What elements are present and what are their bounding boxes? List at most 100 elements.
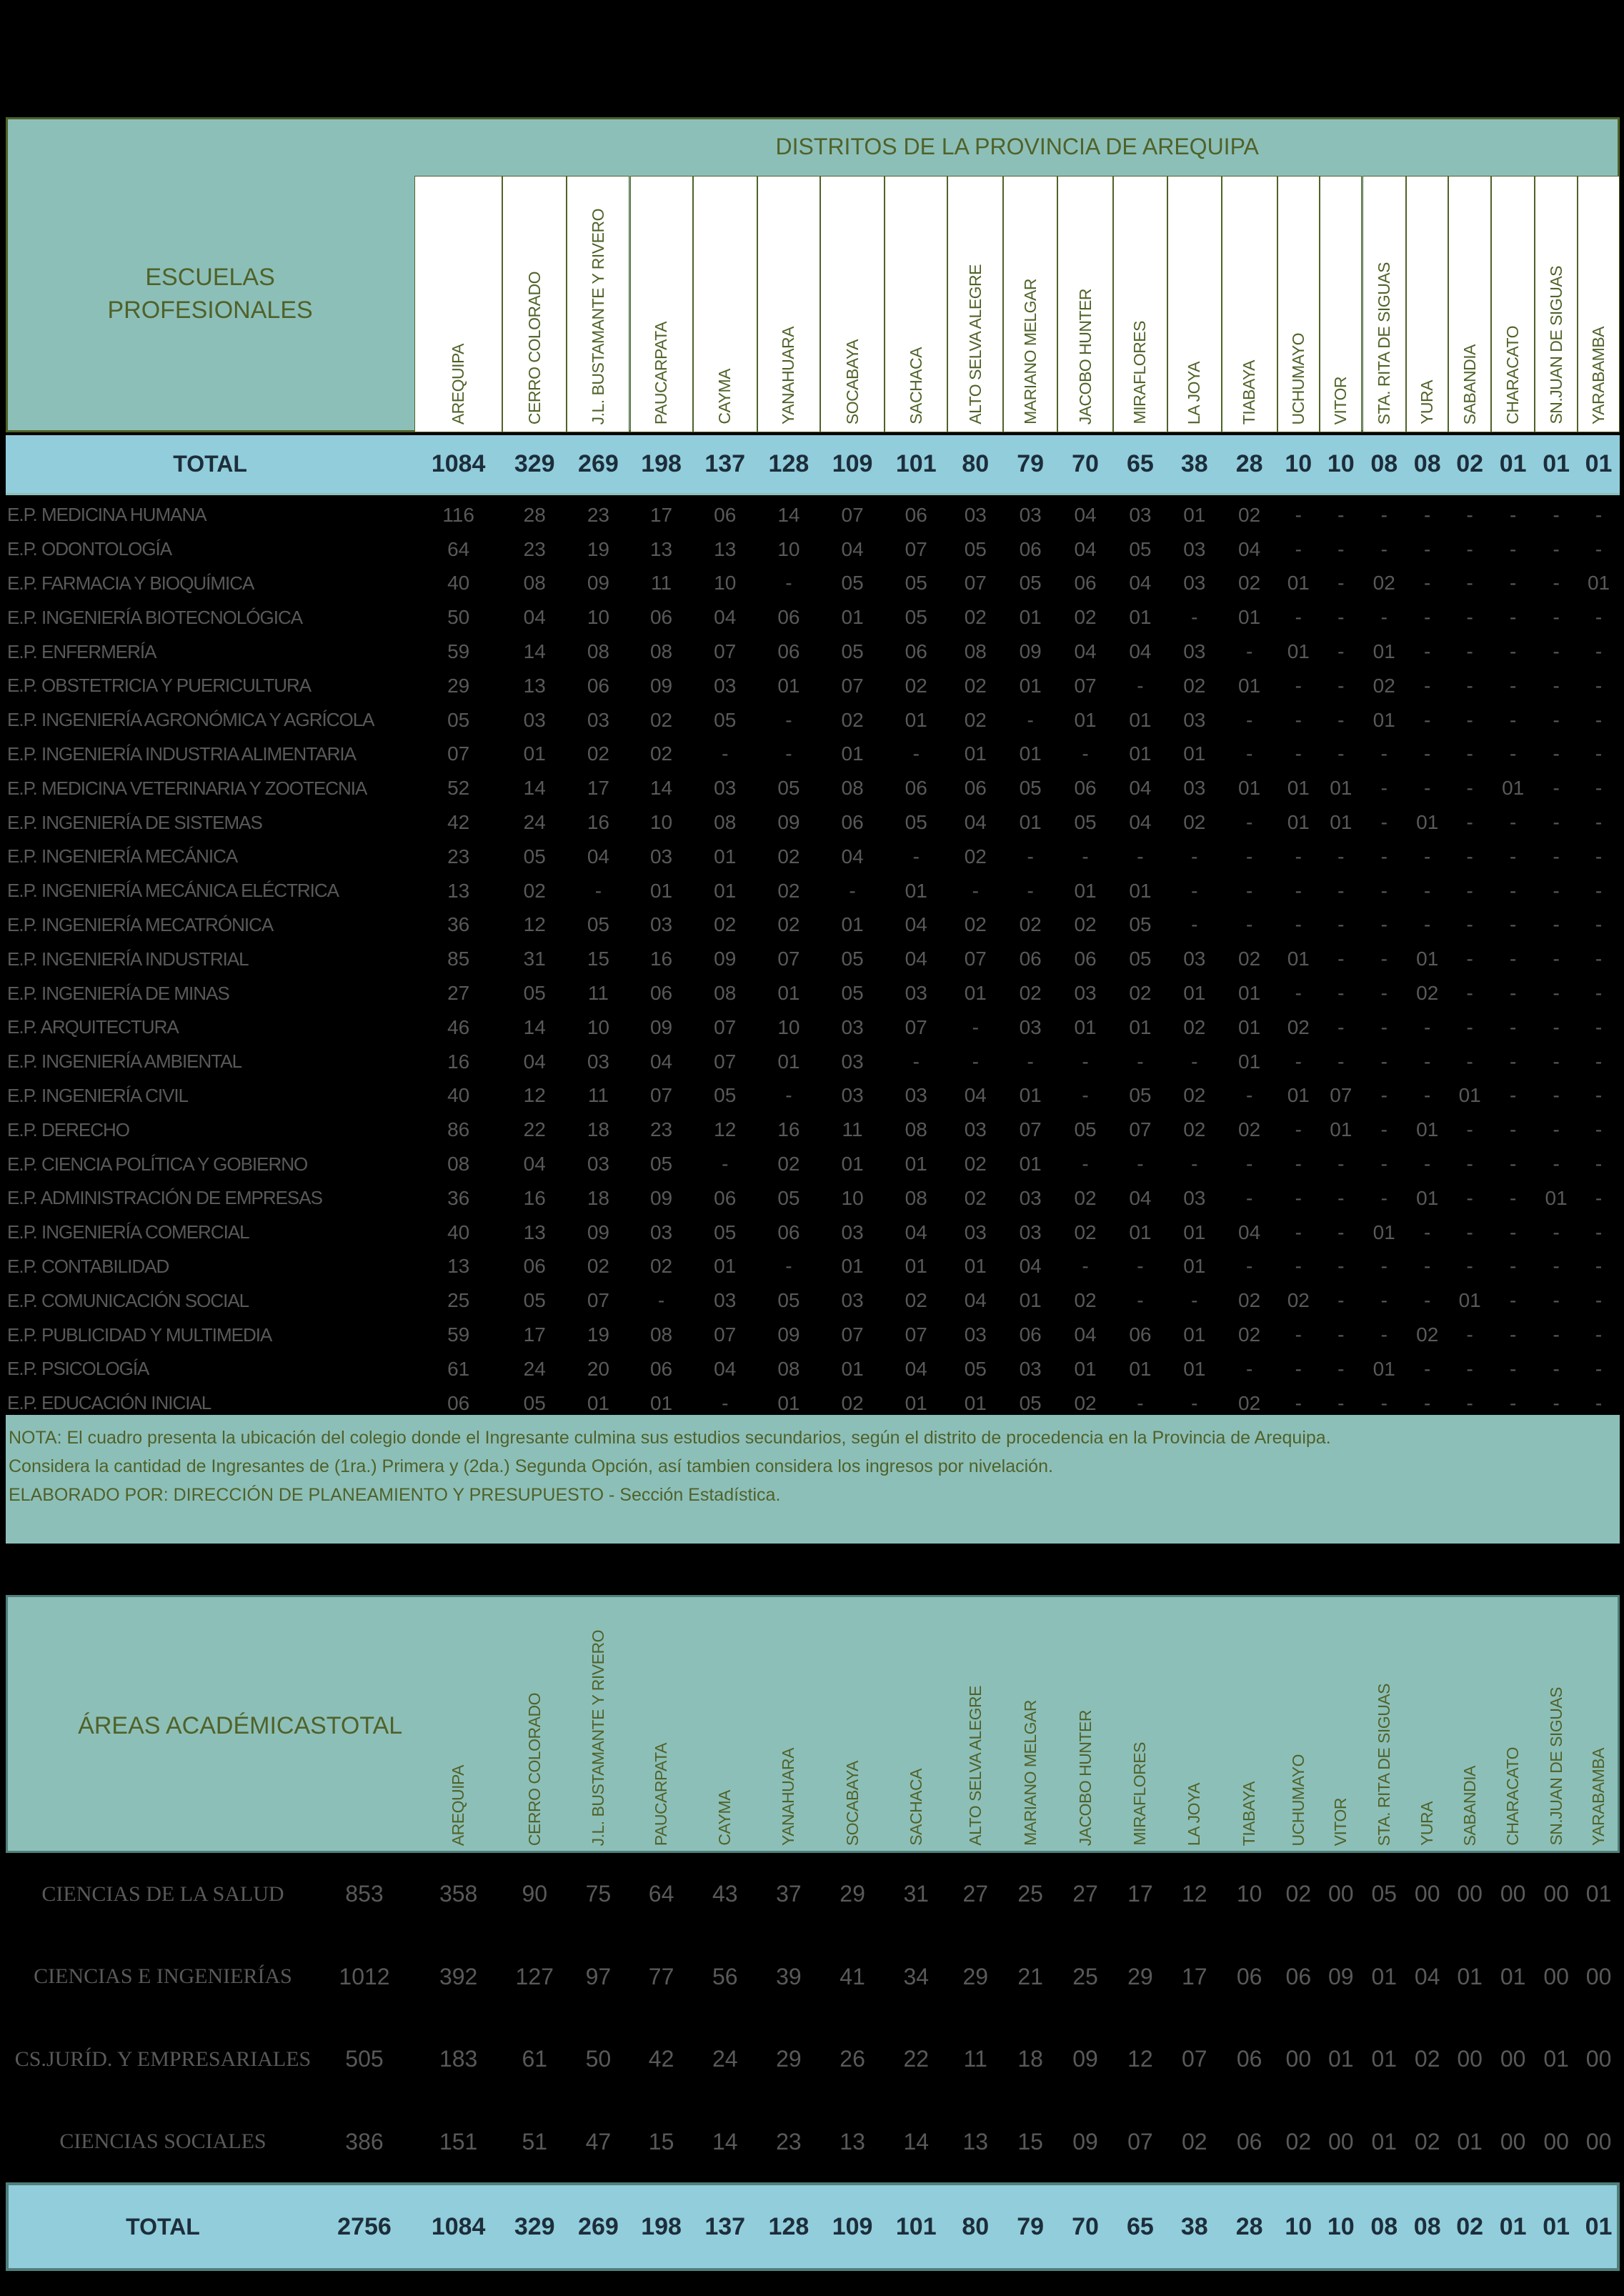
data-cell: - <box>1553 845 1560 868</box>
district-header: AREQUIPA <box>414 176 503 432</box>
data-cell: 01 <box>714 879 737 902</box>
data-cell: 01 <box>1129 1015 1152 1038</box>
district-header-2: TIABAYA <box>1222 1629 1277 1853</box>
data-cell: - <box>1595 1357 1603 1380</box>
data-cell: - <box>1337 572 1345 595</box>
area-cell: 00 <box>1414 1881 1440 1907</box>
data-cell: 07 <box>964 948 987 970</box>
data-cell: 13 <box>523 1221 546 1243</box>
data-cell: - <box>1337 537 1345 560</box>
total-cell: 101 <box>895 449 937 477</box>
data-cell: 06 <box>1129 1323 1152 1346</box>
total-cell: 10 <box>1327 449 1355 477</box>
data-cell: - <box>1424 1357 1431 1380</box>
data-cell: 06 <box>523 1255 546 1278</box>
data-cell: - <box>1082 1255 1089 1278</box>
data-cell: 28 <box>523 503 546 526</box>
data-cell: 13 <box>649 537 673 560</box>
area-cell: 01 <box>1457 1963 1483 1989</box>
data-cell: 59 <box>447 640 470 663</box>
data-cell: 01 <box>1129 879 1152 902</box>
total-cell-2: 70 <box>1072 2212 1099 2240</box>
data-cell: 03 <box>1019 1221 1042 1243</box>
district-header-text: UCHUMAYO <box>1288 332 1307 424</box>
data-cell: - <box>1509 1255 1517 1278</box>
data-cell: 04 <box>1074 1323 1097 1346</box>
data-cell: 25 <box>447 1289 470 1312</box>
data-cell: 01 <box>1330 1118 1352 1141</box>
data-cell: - <box>1337 1186 1345 1209</box>
area-cell: 01 <box>1371 2128 1398 2155</box>
data-cell: 07 <box>714 1050 737 1073</box>
district-header-2-text: JACOBO HUNTER <box>1075 1709 1095 1846</box>
data-cell: - <box>1380 742 1388 765</box>
district-header-2: AREQUIPA <box>414 1629 502 1853</box>
data-cell: - <box>1509 1289 1517 1312</box>
data-cell: - <box>1380 1153 1388 1176</box>
data-cell: 01 <box>1287 948 1310 970</box>
area-cell: 06 <box>1236 2128 1262 2155</box>
area-cell: 07 <box>1127 2128 1153 2155</box>
data-cell: - <box>1337 1015 1345 1038</box>
data-cell: 03 <box>1019 1357 1042 1380</box>
data-cell: 01 <box>1330 811 1352 834</box>
data-cell: 01 <box>1287 640 1310 663</box>
data-cell: - <box>1553 1323 1560 1346</box>
area-cell: 37 <box>776 1881 802 1907</box>
area-cell: 02 <box>1414 2128 1440 2155</box>
data-cell: 61 <box>447 1357 470 1380</box>
data-cell: 02 <box>1019 913 1042 936</box>
district-header-2-text: SOCABAYA <box>842 1760 862 1846</box>
area-cell: 29 <box>776 2046 802 2072</box>
area-cell: 00 <box>1585 2046 1612 2072</box>
data-cell: 02 <box>649 708 673 731</box>
data-cell: - <box>1191 1153 1198 1176</box>
data-cell: - <box>1337 1153 1345 1176</box>
district-header-2-text: YURA <box>1418 1801 1437 1846</box>
district-header: ALTO SELVA ALEGRE <box>947 176 1004 432</box>
data-cell: - <box>1553 777 1560 800</box>
total-cell: 269 <box>578 449 619 477</box>
data-cell: 10 <box>841 1186 864 1209</box>
data-cell: 17 <box>649 503 673 526</box>
data-cell: 04 <box>523 606 546 629</box>
row-label: E.P. DERECHO <box>7 1118 130 1140</box>
data-cell: 04 <box>905 1357 927 1380</box>
data-cell: 05 <box>1074 1118 1097 1141</box>
data-cell: - <box>1595 811 1603 834</box>
area-cell: 64 <box>648 1881 674 1907</box>
data-cell: 05 <box>777 777 800 800</box>
data-cell: 05 <box>777 1186 800 1209</box>
data-cell: 22 <box>523 1118 546 1141</box>
data-cell: 04 <box>587 845 609 868</box>
area-cell: 00 <box>1543 1881 1569 1907</box>
total-label-2: TOTAL <box>126 2213 200 2240</box>
data-cell: - <box>1509 879 1517 902</box>
data-cell: - <box>1553 1050 1560 1073</box>
data-cell: 07 <box>841 503 864 526</box>
area-cell: 02 <box>1414 2046 1440 2072</box>
total-cell: 1084 <box>431 449 486 477</box>
data-cell: 03 <box>1019 1186 1042 1209</box>
district-header-text: LA JOYA <box>1185 361 1204 424</box>
data-cell: 40 <box>447 1084 470 1107</box>
data-cell: 01 <box>1373 708 1395 731</box>
data-cell: 04 <box>841 845 864 868</box>
data-cell: 06 <box>1019 1323 1042 1346</box>
data-cell: - <box>849 879 856 902</box>
area-cell: 09 <box>1327 1963 1354 1989</box>
total-total-2: 2756 <box>337 2212 392 2240</box>
data-cell: - <box>1380 1050 1388 1073</box>
district-header-2: SABANDIA <box>1448 1629 1490 1853</box>
data-cell: - <box>1595 879 1603 902</box>
data-cell: - <box>1337 503 1345 526</box>
data-cell: 20 <box>587 1357 609 1380</box>
area-cell: 29 <box>962 1963 989 1989</box>
area-cell: 09 <box>1072 2046 1098 2072</box>
data-cell: 42 <box>447 811 470 834</box>
data-cell: 01 <box>1129 606 1152 629</box>
data-cell: 05 <box>777 1289 800 1312</box>
data-cell: - <box>1553 1289 1560 1312</box>
data-cell: 02 <box>649 1255 673 1278</box>
data-cell: 05 <box>1019 777 1042 800</box>
